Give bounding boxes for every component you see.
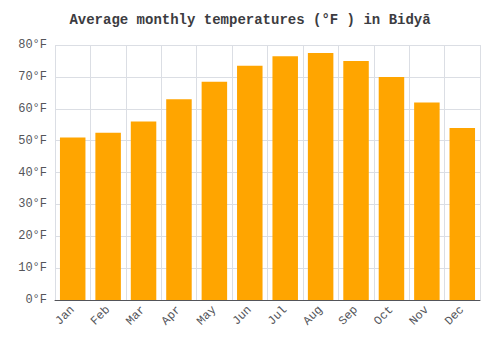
svg-text:Sep: Sep bbox=[336, 303, 361, 328]
svg-text:Dec: Dec bbox=[442, 303, 467, 328]
svg-text:10°F: 10°F bbox=[18, 261, 47, 275]
svg-text:80°F: 80°F bbox=[18, 38, 47, 52]
svg-text:60°F: 60°F bbox=[18, 102, 47, 116]
svg-text:Jan: Jan bbox=[53, 303, 78, 328]
svg-text:Apr: Apr bbox=[159, 303, 184, 328]
svg-text:Average monthly temperatures (: Average monthly temperatures (°F ) in Bi… bbox=[69, 12, 431, 28]
svg-text:Jun: Jun bbox=[230, 303, 255, 328]
svg-text:20°F: 20°F bbox=[18, 229, 47, 243]
svg-text:Aug: Aug bbox=[300, 303, 325, 328]
svg-text:Jul: Jul bbox=[265, 303, 290, 328]
svg-text:Mar: Mar bbox=[123, 303, 148, 328]
svg-text:30°F: 30°F bbox=[18, 197, 47, 211]
svg-text:40°F: 40°F bbox=[18, 166, 47, 180]
svg-text:70°F: 70°F bbox=[18, 70, 47, 84]
svg-text:Feb: Feb bbox=[88, 303, 113, 328]
svg-text:50°F: 50°F bbox=[18, 134, 47, 148]
svg-text:Oct: Oct bbox=[371, 303, 396, 328]
svg-text:0°F: 0°F bbox=[25, 293, 47, 307]
svg-text:Nov: Nov bbox=[407, 303, 432, 328]
svg-text:May: May bbox=[194, 303, 219, 328]
